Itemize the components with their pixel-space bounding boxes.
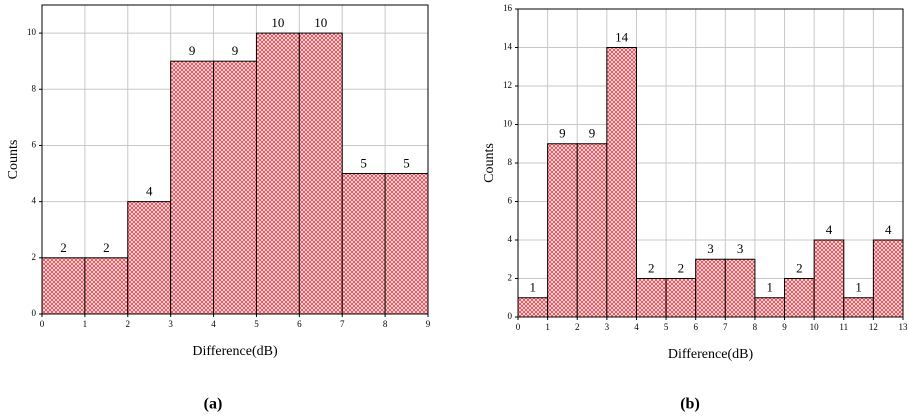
y-tick-label: 0 xyxy=(32,308,37,318)
bar xyxy=(576,143,608,318)
bar xyxy=(606,47,637,318)
y-tick-label: 10 xyxy=(27,27,37,37)
value-label: 9 xyxy=(589,126,596,141)
bar xyxy=(843,297,874,318)
bar xyxy=(665,278,697,318)
x-tick-label: 7 xyxy=(340,319,345,329)
y-tick-label: 10 xyxy=(503,119,513,129)
value-label: 9 xyxy=(189,43,196,58)
value-label: 1 xyxy=(530,280,537,295)
bar xyxy=(635,278,667,318)
bar xyxy=(754,297,786,318)
x-tick-label: 2 xyxy=(126,319,131,329)
y-axis-label: Counts xyxy=(6,140,21,180)
x-tick-label: 11 xyxy=(839,322,848,332)
x-tick-label: 9 xyxy=(426,319,431,329)
value-label: 4 xyxy=(885,222,892,237)
y-tick-label: 8 xyxy=(508,157,513,167)
x-tick-label: 2 xyxy=(575,322,580,332)
y-tick-label: 14 xyxy=(503,42,513,52)
value-label: 2 xyxy=(103,240,110,255)
bar xyxy=(255,32,300,315)
bar xyxy=(41,257,86,315)
value-label: 5 xyxy=(403,156,410,171)
y-tick-label: 4 xyxy=(32,196,37,206)
x-tick-label: 12 xyxy=(869,322,878,332)
value-label: 4 xyxy=(146,184,153,199)
y-tick-label: 4 xyxy=(508,234,513,244)
value-label: 1 xyxy=(855,280,862,295)
value-label: 10 xyxy=(271,15,284,30)
bar xyxy=(547,143,578,318)
panel-label: (b) xyxy=(680,396,700,413)
value-label: 2 xyxy=(648,260,655,275)
x-tick-label: 3 xyxy=(605,322,610,332)
bar xyxy=(127,201,172,315)
value-label: 3 xyxy=(737,241,744,256)
x-tick-label: 1 xyxy=(545,322,550,332)
x-tick-label: 10 xyxy=(810,322,820,332)
y-tick-label: 0 xyxy=(508,311,513,321)
x-tick-label: 6 xyxy=(693,322,698,332)
x-tick-label: 5 xyxy=(254,319,259,329)
value-label: 14 xyxy=(615,29,629,44)
y-tick-label: 6 xyxy=(508,196,513,206)
bar xyxy=(84,257,129,315)
bar xyxy=(872,239,904,318)
bar xyxy=(384,173,429,315)
value-label: 2 xyxy=(678,260,685,275)
value-label: 5 xyxy=(360,156,367,171)
plot-frame xyxy=(41,4,429,315)
bar xyxy=(517,297,549,318)
y-tick-label: 6 xyxy=(32,140,37,150)
value-label: 10 xyxy=(314,15,327,30)
value-label: 9 xyxy=(559,126,566,141)
y-tick-label: 12 xyxy=(503,80,512,90)
x-tick-label: 7 xyxy=(723,322,728,332)
value-label: 9 xyxy=(232,43,239,58)
bar xyxy=(813,239,845,318)
x-tick-label: 6 xyxy=(297,319,302,329)
bar xyxy=(695,258,726,318)
value-label: 2 xyxy=(60,240,67,255)
bar xyxy=(341,173,386,315)
y-tick-label: 2 xyxy=(508,273,513,283)
bar xyxy=(213,60,257,315)
bar xyxy=(784,278,815,318)
x-tick-label: 3 xyxy=(168,319,173,329)
y-tick-label: 2 xyxy=(32,252,37,262)
y-tick-label: 16 xyxy=(503,3,513,13)
x-tick-label: 8 xyxy=(383,319,388,329)
x-tick-label: 5 xyxy=(664,322,669,332)
x-tick-label: 8 xyxy=(753,322,758,332)
bar xyxy=(170,60,215,315)
x-tick-label: 1 xyxy=(83,319,88,329)
y-axis-label: Counts xyxy=(482,143,497,183)
x-tick-label: 0 xyxy=(516,322,521,332)
x-tick-label: 13 xyxy=(899,322,909,332)
value-label: 3 xyxy=(707,241,714,256)
x-tick-label: 9 xyxy=(782,322,787,332)
x-axis-label: Difference(dB) xyxy=(668,347,754,362)
y-tick-label: 8 xyxy=(32,83,37,93)
x-axis-label: Difference(dB) xyxy=(192,344,278,359)
panel-label: (a) xyxy=(204,396,223,413)
bar xyxy=(724,258,756,318)
x-tick-label: 0 xyxy=(40,319,45,329)
x-tick-label: 4 xyxy=(211,319,216,329)
value-label: 4 xyxy=(826,222,833,237)
x-tick-label: 4 xyxy=(634,322,639,332)
bar xyxy=(298,32,343,315)
value-label: 2 xyxy=(796,260,803,275)
value-label: 1 xyxy=(766,280,773,295)
